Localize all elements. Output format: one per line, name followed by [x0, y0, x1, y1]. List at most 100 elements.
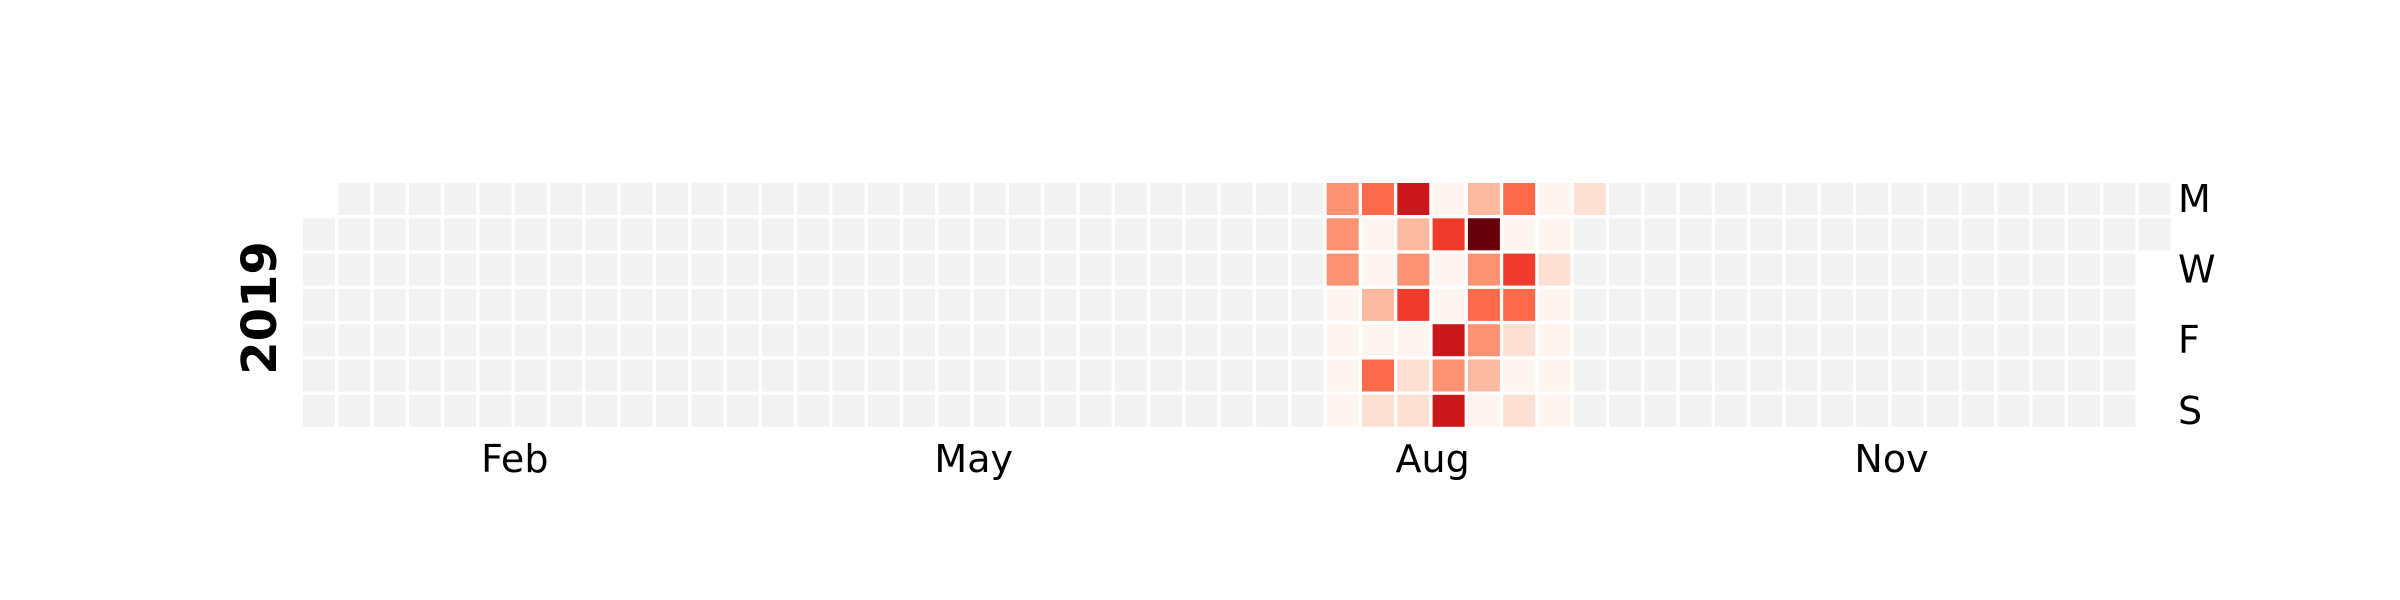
heatmap-cell — [1291, 288, 1324, 321]
heatmap-cell — [1432, 183, 1465, 215]
heatmap-cell — [691, 253, 724, 286]
heatmap-cell — [938, 218, 971, 251]
heatmap-cell — [1397, 183, 1430, 215]
heatmap-cell — [1785, 394, 1818, 427]
day-label: S — [2178, 389, 2202, 433]
heatmap-cell — [585, 394, 618, 427]
heatmap-cell — [1150, 183, 1183, 215]
heatmap-cell — [1573, 288, 1606, 321]
heatmap-cell — [1750, 253, 1783, 286]
heatmap-cell — [1150, 253, 1183, 286]
heatmap-cell — [620, 288, 653, 321]
heatmap-cell — [1609, 324, 1642, 357]
heatmap-cell — [1538, 359, 1571, 392]
heatmap-cell — [1397, 394, 1430, 427]
heatmap-cell — [1114, 253, 1147, 286]
heatmap-cell — [1467, 288, 1500, 321]
heatmap-cell — [373, 359, 406, 392]
heatmap-cell — [585, 183, 618, 215]
heatmap-cell — [938, 359, 971, 392]
heatmap-cell — [1609, 288, 1642, 321]
heatmap-cell — [1397, 253, 1430, 286]
heatmap-cell — [1362, 324, 1394, 357]
heatmap-cell — [1785, 359, 1818, 392]
heatmap-cell — [1962, 394, 1995, 427]
heatmap-cell — [620, 324, 653, 357]
heatmap-cell — [373, 394, 406, 427]
heatmap-cell — [973, 218, 1006, 251]
heatmap-cell — [2103, 253, 2136, 286]
heatmap-cell — [550, 253, 583, 286]
heatmap-cell — [479, 394, 512, 427]
heatmap-cell — [479, 253, 512, 286]
day-label: F — [2178, 318, 2200, 362]
heatmap-cell — [1644, 394, 1677, 427]
heatmap-cell — [761, 359, 794, 392]
heatmap-cell — [1891, 183, 1924, 215]
heatmap-cell — [2068, 324, 2100, 357]
heatmap-cell — [973, 288, 1006, 321]
heatmap-cell — [691, 324, 724, 357]
heatmap-cell — [2068, 183, 2100, 215]
heatmap-cell — [338, 324, 371, 357]
heatmap-cell — [1609, 183, 1642, 215]
heatmap-cell — [1044, 359, 1077, 392]
heatmap-cell — [514, 253, 547, 286]
heatmap-cell — [1926, 324, 1959, 357]
heatmap-cell — [656, 288, 688, 321]
heatmap-cell — [1891, 253, 1924, 286]
heatmap-cell — [1538, 288, 1571, 321]
heatmap-cell — [1291, 324, 1324, 357]
heatmap-cell — [1715, 218, 1747, 251]
heatmap-cell — [938, 183, 971, 215]
heatmap-cell — [656, 394, 688, 427]
heatmap-cell — [1044, 183, 1077, 215]
heatmap-cell — [1220, 183, 1253, 215]
heatmap-cell — [656, 359, 688, 392]
heatmap-cell — [1891, 359, 1924, 392]
heatmap-cell — [726, 359, 759, 392]
heatmap-cell — [1997, 324, 2030, 357]
heatmap-cell — [1926, 359, 1959, 392]
heatmap-cell — [1114, 324, 1147, 357]
heatmap-cell — [1538, 183, 1571, 215]
heatmap-cell — [1185, 253, 1218, 286]
heatmap-cell — [408, 394, 441, 427]
heatmap-cell — [1467, 324, 1500, 357]
heatmap-cell — [1432, 359, 1465, 392]
heatmap-cell — [1044, 394, 1077, 427]
heatmap-cell — [1997, 253, 2030, 286]
heatmap-cell — [1079, 218, 1112, 251]
heatmap-cell — [1926, 218, 1959, 251]
heatmap-cell — [338, 183, 371, 215]
heatmap-cell — [867, 359, 900, 392]
heatmap-cell — [2068, 394, 2100, 427]
heatmap-cell — [1009, 324, 1041, 357]
heatmap-cell — [1503, 183, 1536, 215]
heatmap-cell — [1962, 288, 1995, 321]
heatmap-cell — [1609, 359, 1642, 392]
heatmap-cell — [1362, 359, 1394, 392]
heatmap-cell — [1291, 218, 1324, 251]
heatmap-cell — [1573, 324, 1606, 357]
heatmap-cell — [444, 218, 477, 251]
heatmap-cell — [1856, 183, 1889, 215]
heatmap-cell — [1715, 288, 1747, 321]
heatmap-cell — [550, 324, 583, 357]
heatmap-cell — [832, 253, 865, 286]
heatmap-cell — [1926, 394, 1959, 427]
heatmap-cell — [1750, 218, 1783, 251]
heatmap-cell — [903, 183, 936, 215]
heatmap-cell — [797, 359, 830, 392]
heatmap-cell — [761, 253, 794, 286]
heatmap-cell — [408, 288, 441, 321]
heatmap-cell — [1644, 359, 1677, 392]
heatmap-cell — [691, 288, 724, 321]
heatmap-cell — [1114, 218, 1147, 251]
heatmap-cell — [1538, 253, 1571, 286]
heatmap-cell — [338, 288, 371, 321]
heatmap-cell — [620, 359, 653, 392]
day-label: M — [2178, 177, 2211, 221]
heatmap-cell — [373, 324, 406, 357]
